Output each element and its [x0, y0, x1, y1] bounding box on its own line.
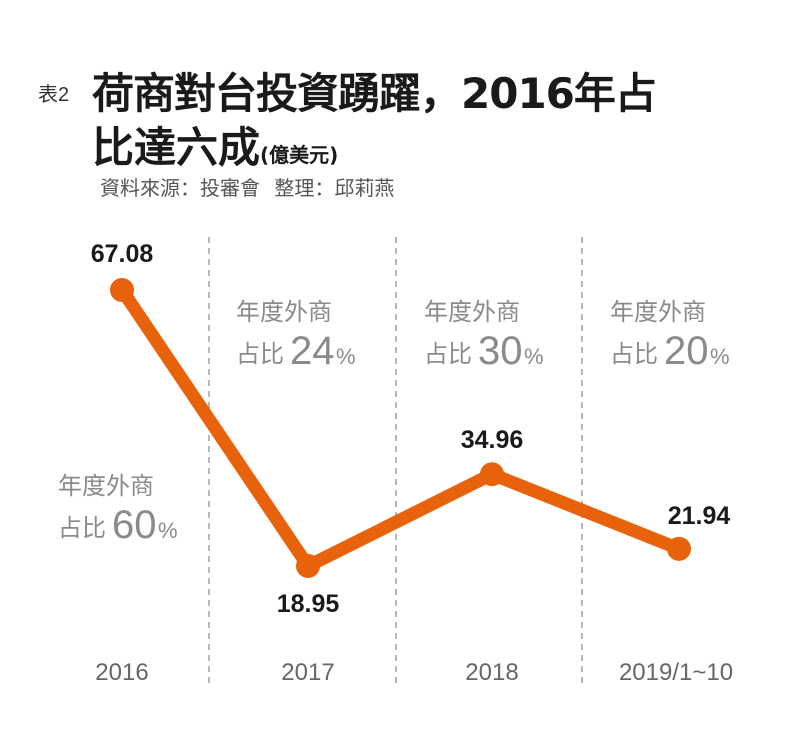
share-annotation-prefix: 占比	[610, 340, 658, 368]
share-annotation-title: 年度外商	[236, 298, 332, 326]
share-annotation-percent: 20	[664, 329, 709, 373]
data-point-2018	[480, 462, 504, 487]
data-point-2019/1~10	[667, 536, 691, 561]
share-annotation-percent: 24	[290, 329, 335, 373]
share-annotation-title: 年度外商	[610, 298, 706, 326]
data-point-2016	[110, 278, 134, 302]
source-label: 資料來源：投審會	[100, 176, 260, 200]
x-tick-label: 2016	[95, 659, 148, 686]
chart-title-line2-text: 比達六成	[92, 123, 261, 172]
share-annotation-prefix: 占比	[58, 514, 106, 542]
share-annotation-percent: 60	[112, 503, 157, 547]
value-label: 34.96	[461, 426, 524, 454]
editor-label: 整理：邱莉燕	[274, 176, 395, 200]
value-label: 67.08	[91, 240, 154, 268]
data-point-2017	[296, 554, 320, 578]
share-annotation-prefix: 占比	[424, 340, 472, 368]
x-tick-label: 2018	[465, 659, 518, 686]
chart-title-line1: 荷商對台投資踴躍，2016年占	[92, 69, 657, 118]
share-annotation-title: 年度外商	[424, 298, 520, 326]
series-line	[115, 283, 686, 573]
x-tick-label: 2019/1~10	[619, 659, 733, 686]
unit-label: (億美元)	[260, 143, 339, 167]
value-label: 21.94	[668, 502, 731, 530]
share-annotation-percent-sign: %	[524, 344, 544, 369]
share-annotation-title: 年度外商	[58, 472, 154, 500]
share-annotation-percent: 30	[478, 329, 523, 373]
share-annotation-prefix: 占比	[236, 340, 284, 368]
share-annotation-percent-sign: %	[710, 344, 730, 369]
x-tick-label: 2017	[281, 659, 334, 686]
chart-title-line2: 比達六成(億美元)	[92, 114, 338, 175]
table-number: 表2	[38, 84, 70, 106]
source-line: 資料來源：投審會 整理：邱莉燕	[100, 172, 402, 201]
value-label: 18.95	[277, 590, 340, 618]
share-annotation-percent-sign: %	[336, 344, 356, 369]
share-annotation-percent-sign: %	[158, 518, 178, 543]
